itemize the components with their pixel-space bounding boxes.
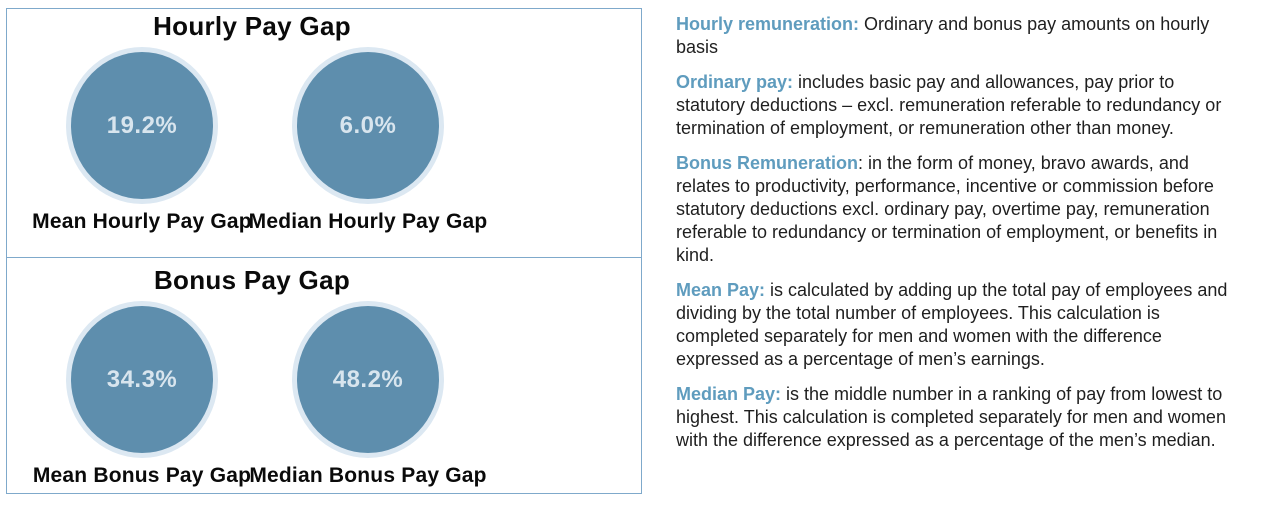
definition-term-bonus-remuneration: Bonus Remuneration — [676, 153, 859, 173]
definition-bonus-remuneration: Bonus Remuneration: in the form of money… — [676, 152, 1232, 267]
median-bonus-circle: 48.2% — [297, 306, 439, 453]
median-hourly-circle: 6.0% — [297, 52, 439, 199]
median-bonus-label: Median Bonus Pay Gap — [249, 464, 487, 487]
median-hourly-label: Median Hourly Pay Gap — [248, 210, 488, 233]
bonus-circle-row: 34.3% Mean Bonus Pay Gap 48.2% Median Bo… — [29, 301, 641, 488]
definition-body-ordinary-pay: includes basic pay and allowances, pay p… — [676, 72, 1222, 138]
definition-body-bonus-remuneration: : in the form of money, bravo awards, an… — [676, 153, 1218, 265]
mean-bonus-value: 34.3% — [106, 365, 178, 393]
definition-median-pay: Median Pay: is the middle number in a ra… — [676, 383, 1232, 452]
bonus-pay-gap-panel: Bonus Pay Gap 34.3% Mean Bonus Pay Gap 4… — [6, 257, 642, 494]
hourly-pay-gap-panel: Hourly Pay Gap 19.2% Mean Hourly Pay Gap… — [6, 8, 642, 258]
definitions-column: Hourly remuneration: Ordinary and bonus … — [676, 13, 1232, 505]
bonus-panel-title: Bonus Pay Gap — [153, 265, 351, 295]
hourly-panel-title: Hourly Pay Gap — [153, 11, 351, 41]
mean-hourly-circle: 19.2% — [71, 52, 213, 199]
definition-hourly-remuneration: Hourly remuneration: Ordinary and bonus … — [676, 13, 1232, 59]
mean-bonus-kpi: 34.3% Mean Bonus Pay Gap — [29, 301, 255, 488]
mean-hourly-label: Mean Hourly Pay Gap — [32, 210, 252, 233]
hourly-circle-row: 19.2% Mean Hourly Pay Gap 6.0% Median Ho… — [29, 47, 641, 234]
definition-term-ordinary-pay: Ordinary pay: — [676, 72, 794, 92]
mean-hourly-value: 19.2% — [106, 111, 178, 139]
median-hourly-value: 6.0% — [339, 111, 397, 139]
definition-term-hourly-remuneration: Hourly remuneration: — [676, 14, 860, 34]
definition-ordinary-pay: Ordinary pay: includes basic pay and all… — [676, 71, 1232, 140]
mean-bonus-circle: 34.3% — [71, 306, 213, 453]
definition-body-median-pay: is the middle number in a ranking of pay… — [676, 384, 1226, 450]
median-hourly-kpi: 6.0% Median Hourly Pay Gap — [249, 47, 487, 234]
median-bonus-kpi: 48.2% Median Bonus Pay Gap — [249, 301, 487, 488]
definition-mean-pay: Mean Pay: is calculated by adding up the… — [676, 279, 1232, 371]
definition-term-median-pay: Median Pay: — [676, 384, 782, 404]
median-bonus-value: 48.2% — [332, 365, 404, 393]
pay-gap-panels-column: Hourly Pay Gap 19.2% Mean Hourly Pay Gap… — [6, 8, 642, 505]
definition-term-mean-pay: Mean Pay: — [676, 280, 766, 300]
definition-body-mean-pay: is calculated by adding up the total pay… — [676, 280, 1228, 369]
mean-bonus-label: Mean Bonus Pay Gap — [32, 464, 252, 487]
mean-hourly-kpi: 19.2% Mean Hourly Pay Gap — [29, 47, 255, 234]
definition-body-hourly-remuneration: Ordinary and bonus pay amounts on hourly… — [676, 14, 1210, 57]
